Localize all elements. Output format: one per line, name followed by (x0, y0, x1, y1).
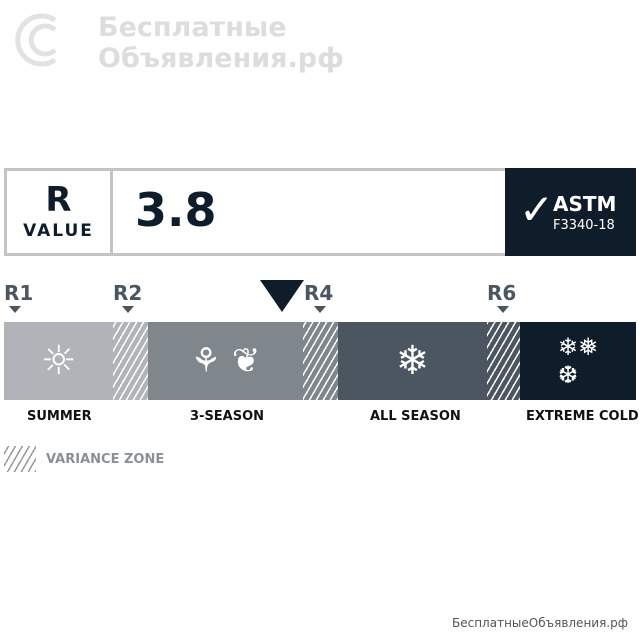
badge-title: ASTM (553, 192, 617, 216)
zone-label-all-season: ALL SEASON (370, 409, 461, 424)
variance-zone-swatch-icon (4, 446, 36, 472)
marker-r6: R6 (487, 281, 517, 305)
astm-badge: ✓ ASTM F3340-18 (505, 168, 636, 256)
zone-all-season: ❄ (338, 322, 487, 400)
sun-icon: ☼ (40, 338, 77, 384)
rvalue-label: R VALUE (4, 168, 113, 256)
flower-leaf-icon: ⚘ ❦ (190, 341, 261, 381)
rvalue-number: 3.8 (135, 183, 217, 237)
marker-arrow-icon (314, 306, 326, 313)
checkmark-icon: ✓ (519, 185, 555, 234)
zone-label-summer: SUMMER (27, 409, 92, 424)
marker-r2: R2 (113, 281, 143, 305)
watermark-bottom: БесплатныеОбъявления.рф (452, 616, 628, 630)
marker-r4: R4 (304, 281, 334, 305)
marker-arrow-icon (497, 306, 509, 313)
zone-label-extreme-cold: EXTREME COLD (526, 409, 639, 424)
marker-arrow-icon (122, 306, 134, 313)
watermark-logo-icon (15, 13, 57, 67)
variance-zone (113, 322, 148, 400)
snowflakes-icon: ❄❅ ❆ (557, 333, 599, 389)
badge-subtitle: F3340-18 (553, 218, 615, 233)
variance-zone (487, 322, 520, 400)
watermark: Бесплатные Объявления.рф (98, 12, 344, 74)
marker-arrow-icon (9, 306, 21, 313)
legend-variance-zone: VARIANCE ZONE (46, 452, 165, 467)
snowflake-icon: ❄ (395, 338, 430, 384)
zone-3-season: ⚘ ❦ (148, 322, 303, 400)
current-value-pointer-icon (260, 280, 304, 312)
zone-label-3-season: 3-SEASON (190, 409, 265, 424)
variance-zone (303, 322, 338, 400)
zone-extreme-cold: ❄❅ ❆ (520, 322, 636, 400)
zone-summer: ☼ (4, 322, 113, 400)
marker-r1: R1 (4, 281, 34, 305)
